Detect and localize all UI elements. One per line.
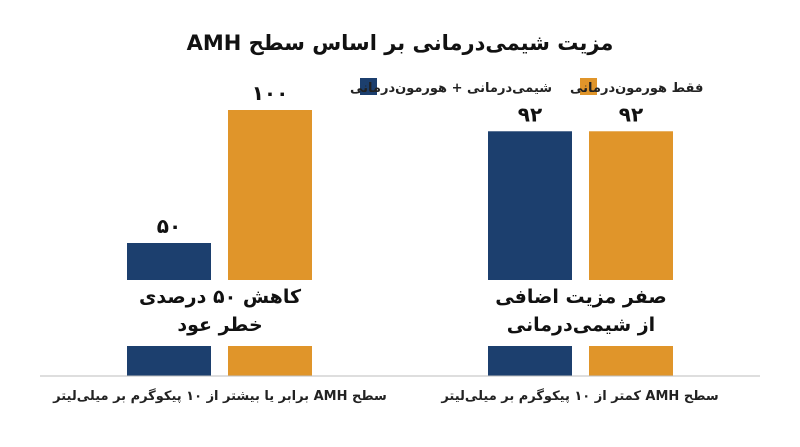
- annotation-low-amh-line-1: صفر مزیت اضافی: [495, 286, 667, 308]
- value-label-high-amh-chemo-hormone: ۵۰: [157, 214, 181, 238]
- chart-title: مزیت شیمی‌درمانی بر اساس سطح AMH: [187, 31, 614, 55]
- legend-swatch-chemo-hormone: [360, 78, 377, 95]
- category-label-low-amh: سطح AMH کمتر از ۱۰ پیکوگرم بر میلی‌لیتر: [440, 388, 718, 404]
- legend-label-chemo-hormone: شیمی‌درمانی + هورمون‌درمانی: [350, 81, 552, 96]
- annotation-high-amh-line-2: خطر عود: [177, 314, 262, 336]
- legend-swatch-hormone-only: [580, 78, 597, 95]
- value-label-low-amh-chemo-hormone: ۹۲: [518, 102, 542, 126]
- annotation-band: [100, 280, 700, 346]
- bars: [100, 110, 700, 376]
- annotation-high-amh-line-1: کاهش ۵۰ درصدی: [139, 286, 302, 308]
- annotation-low-amh-line-2: از شیمی‌درمانی: [507, 314, 655, 336]
- legend: فقط هورمون‌درمانی شیمی‌درمانی + هورمون‌د…: [350, 78, 703, 96]
- legend-label-hormone-only: فقط هورمون‌درمانی: [570, 81, 703, 96]
- value-labels: ۹۲ ۹۲ ۵۰ ۱۰۰: [157, 81, 643, 238]
- annotations: صفر مزیت اضافی از شیمی‌درمانی کاهش ۵۰ در…: [139, 286, 667, 336]
- category-label-high-amh: سطح AMH برابر یا بیشتر از ۱۰ پیکوگرم بر …: [52, 388, 387, 404]
- value-label-low-amh-hormone-only: ۹۲: [619, 102, 643, 126]
- value-label-high-amh-hormone-only: ۱۰۰: [252, 81, 289, 105]
